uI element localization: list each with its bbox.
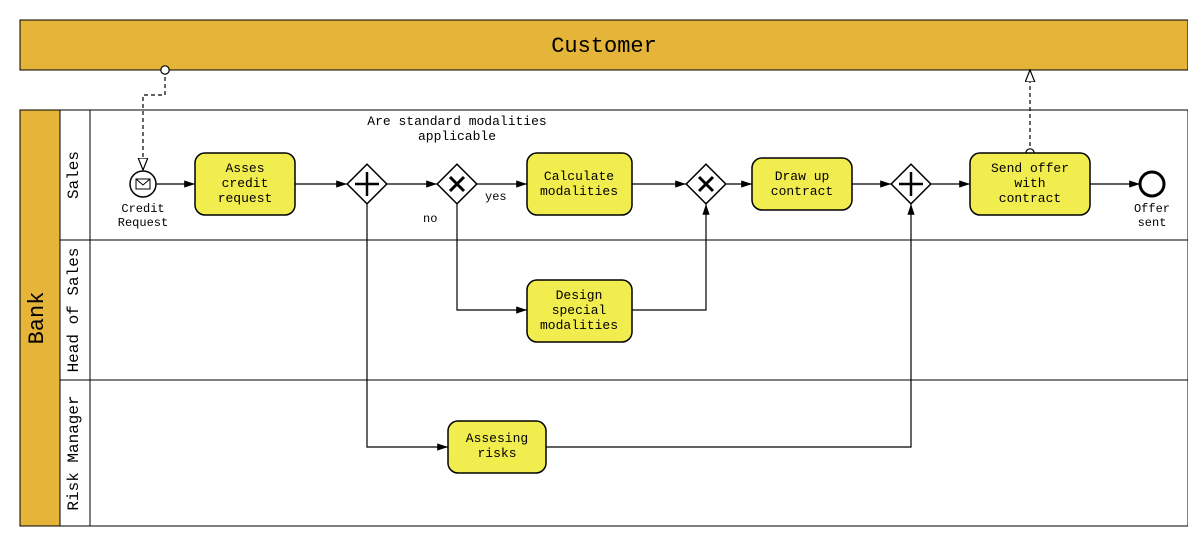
task-assess-credit-l2: credit [222, 176, 269, 191]
task-send-offer-l1: Send offer [991, 161, 1069, 176]
task-design-special-l1: Design [556, 288, 603, 303]
customer-pool-label: Customer [551, 34, 657, 59]
flow-label-yes: yes [485, 190, 507, 204]
task-assess-risks-l1: Assesing [466, 431, 528, 446]
task-assess-credit-l3: request [218, 191, 273, 206]
task-send-offer-l2: with [1014, 176, 1045, 191]
task-assess-risks-l2: risks [477, 446, 516, 461]
envelope-icon [136, 179, 150, 189]
risk-manager-lane-body [90, 380, 1188, 526]
task-send-offer-l3: contract [999, 191, 1061, 206]
task-calc-modalities-l2: modalities [540, 184, 618, 199]
bank-pool-label: Bank [25, 292, 50, 345]
end-event-label-2: sent [1138, 216, 1167, 230]
start-event-label-2: Request [118, 216, 168, 230]
gateway-exclusive-1-label-2: applicable [418, 129, 496, 144]
head-of-sales-lane-label: Head of Sales [65, 248, 83, 373]
gateway-exclusive-1-label-1: Are standard modalities [367, 114, 546, 129]
task-assess-credit-l1: Asses [225, 161, 264, 176]
risk-manager-lane-label: Risk Manager [65, 395, 83, 510]
task-design-special-l2: special [552, 303, 607, 318]
start-event-label-1: Credit [121, 202, 164, 216]
task-draw-contract-l2: contract [771, 184, 833, 199]
task-design-special-l3: modalities [540, 318, 618, 333]
sales-lane-label: Sales [65, 151, 83, 199]
end-event [1140, 172, 1164, 196]
task-calc-modalities-l1: Calculate [544, 169, 614, 184]
end-event-label-1: Offer [1134, 202, 1170, 216]
bpmn-diagram: Customer Bank Sales Head of Sales Risk M… [10, 10, 1188, 536]
flow-label-no: no [423, 212, 437, 226]
task-draw-contract-l1: Draw up [775, 169, 830, 184]
